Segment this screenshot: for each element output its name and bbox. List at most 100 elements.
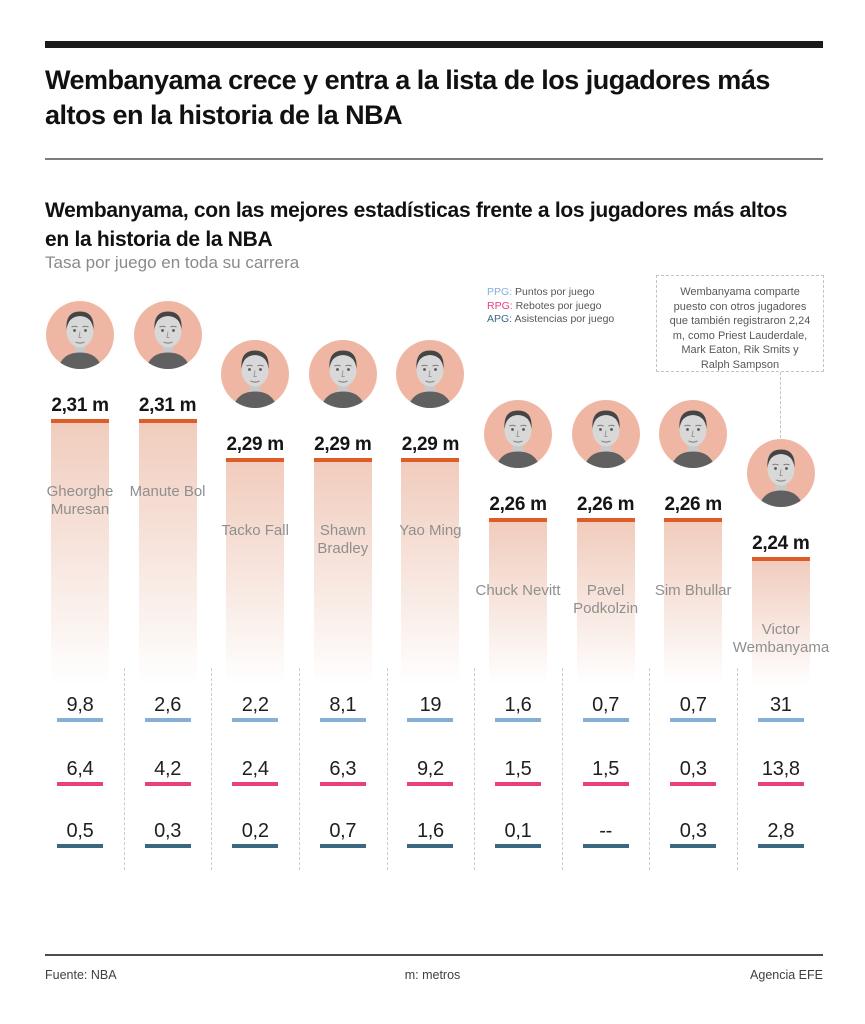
player-height-label: 2,29 m bbox=[226, 434, 285, 455]
page-title: Wembanyama crece y entra a la lista de l… bbox=[45, 65, 770, 130]
player-name: Chuck Nevitt bbox=[475, 582, 561, 599]
legend-item-apg: APG: Asistencias por juego bbox=[487, 313, 667, 327]
stat-rpg: 0,3 bbox=[645, 758, 741, 786]
annotation-box: Wembanyama comparte puesto con otros jug… bbox=[656, 275, 824, 372]
stat-ppg-value: 2,6 bbox=[144, 694, 191, 722]
stat-apg-value: 0,2 bbox=[232, 820, 279, 848]
height-bar bbox=[489, 518, 547, 685]
stat-column-separator bbox=[386, 668, 388, 870]
stat-column-separator bbox=[211, 668, 213, 870]
stat-apg: -- bbox=[558, 820, 654, 848]
stat-apg-value: 0,3 bbox=[670, 820, 717, 848]
player-portrait bbox=[133, 301, 202, 369]
stat-column-separator bbox=[299, 668, 300, 870]
footer-source: Fuente: NBA bbox=[45, 968, 117, 982]
stat-apg: 0,3 bbox=[645, 820, 741, 848]
player-height-label: 2,31 m bbox=[138, 395, 197, 416]
height-bar bbox=[226, 458, 285, 685]
stat-rpg: 4,2 bbox=[120, 758, 216, 786]
stat-ppg-value: 9,8 bbox=[57, 694, 103, 722]
top-accent-bar bbox=[45, 41, 823, 48]
stat-ppg: 0,7 bbox=[558, 694, 654, 722]
stat-rpg-value: 9,2 bbox=[407, 758, 454, 786]
legend: PPG: Puntos por juego RPG: Rebotes por j… bbox=[487, 286, 667, 327]
stat-ppg: 31 bbox=[733, 694, 829, 722]
chart-title: Wembanyama, con las mejores estadísticas… bbox=[45, 199, 788, 251]
chart-area: 2,31 m Gheorghe Muresan 9,8 6,4 0,5 2,31 m Man… bbox=[32, 301, 830, 870]
player-face-sketch-icon bbox=[671, 410, 716, 468]
stat-apg: 0,5 bbox=[32, 820, 128, 848]
player-name: Gheorghe Muresan bbox=[46, 483, 114, 518]
player-face-sketch-icon bbox=[583, 410, 628, 468]
height-bar bbox=[313, 458, 372, 685]
stat-rpg: 6,4 bbox=[32, 758, 128, 786]
player-face-sketch-icon bbox=[496, 410, 540, 468]
stat-rpg: 2,4 bbox=[207, 758, 303, 786]
legend-item-rpg: RPG: Rebotes por juego bbox=[487, 300, 667, 314]
stat-apg-value: 2,8 bbox=[757, 820, 804, 848]
stat-rpg: 1,5 bbox=[470, 758, 566, 786]
stat-rpg: 13,8 bbox=[733, 758, 829, 786]
legend-abbr-apg: APG: bbox=[487, 313, 513, 325]
stat-rpg-value: 4,2 bbox=[144, 758, 191, 786]
player-portrait bbox=[484, 400, 552, 468]
legend-item-ppg: PPG: Puntos por juego bbox=[487, 286, 667, 300]
player-face-sketch-icon bbox=[408, 350, 453, 408]
stat-apg-value: 0,1 bbox=[495, 820, 541, 848]
stat-column-separator bbox=[474, 668, 476, 870]
stat-rpg: 1,5 bbox=[558, 758, 654, 786]
stat-ppg: 9,8 bbox=[32, 694, 128, 722]
player-name: Sim Bhullar bbox=[654, 582, 732, 599]
player-height-label: 2,29 m bbox=[314, 434, 372, 455]
player-height-label: 2,31 m bbox=[51, 395, 109, 416]
player-portrait bbox=[308, 340, 377, 408]
stat-ppg-value: 31 bbox=[757, 694, 804, 722]
stat-rpg-value: 2,4 bbox=[232, 758, 279, 786]
stat-apg: 2,8 bbox=[733, 820, 829, 848]
player-face-sketch-icon bbox=[758, 449, 803, 507]
player-portrait bbox=[571, 400, 640, 468]
stat-rpg-value: 1,5 bbox=[495, 758, 541, 786]
player-name: Victor Wembanyama bbox=[732, 621, 830, 656]
stat-rpg-value: 6,3 bbox=[319, 758, 366, 786]
stat-apg: 1,6 bbox=[382, 820, 478, 848]
height-bar bbox=[401, 458, 460, 685]
stat-ppg: 8,1 bbox=[295, 694, 391, 722]
player-portrait bbox=[221, 340, 290, 408]
stat-ppg-value: 0,7 bbox=[670, 694, 717, 722]
stat-ppg: 1,6 bbox=[470, 694, 566, 722]
height-bar bbox=[51, 419, 109, 685]
stat-apg-value: 0,5 bbox=[57, 820, 103, 848]
player-height-label: 2,26 m bbox=[489, 494, 547, 515]
player-portrait bbox=[746, 439, 815, 507]
player-face-sketch-icon bbox=[145, 311, 190, 369]
stat-ppg-value: 0,7 bbox=[582, 694, 629, 722]
chart-subtitle-note: Tasa por juego en toda su carrera bbox=[45, 253, 300, 272]
stat-column-separator bbox=[561, 668, 563, 870]
player-portrait bbox=[46, 301, 114, 369]
height-bar bbox=[138, 419, 197, 685]
legend-label-ppg: Puntos por juego bbox=[515, 286, 595, 298]
stat-ppg-value: 1,6 bbox=[495, 694, 541, 722]
player-height-label: 2,26 m bbox=[664, 494, 723, 515]
player-name: Manute Bol bbox=[129, 483, 206, 500]
player-portrait bbox=[396, 340, 465, 408]
player-name: Tacko Fall bbox=[221, 522, 289, 539]
player-face-sketch-icon bbox=[320, 350, 365, 408]
stat-column-separator bbox=[737, 668, 738, 870]
stat-ppg: 2,2 bbox=[207, 694, 303, 722]
footer-units-note: m: metros bbox=[404, 968, 461, 982]
stat-ppg: 19 bbox=[382, 694, 478, 722]
player-name: Shawn Bradley bbox=[317, 522, 369, 557]
player-height-label: 2,29 m bbox=[401, 434, 460, 455]
player-height-label: 2,26 m bbox=[576, 494, 635, 515]
stat-ppg-value: 19 bbox=[407, 694, 454, 722]
footer-divider bbox=[45, 954, 823, 956]
stat-rpg-value: 1,5 bbox=[582, 758, 629, 786]
player-face-sketch-icon bbox=[58, 311, 102, 369]
height-bar bbox=[576, 518, 635, 685]
footer-credit: Agencia EFE bbox=[750, 968, 823, 982]
stat-column-separator bbox=[123, 668, 125, 870]
stat-apg: 0,1 bbox=[470, 820, 566, 848]
stat-ppg: 0,7 bbox=[645, 694, 741, 722]
